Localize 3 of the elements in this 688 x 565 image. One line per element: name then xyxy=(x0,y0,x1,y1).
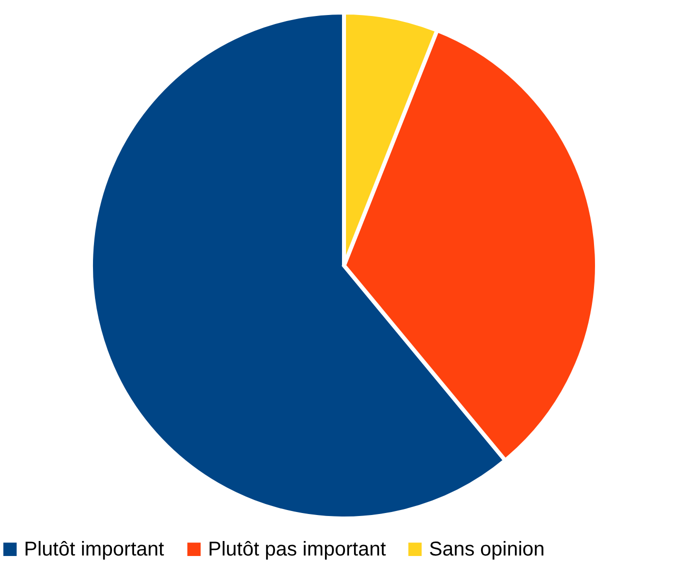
legend-label: Sans opinion xyxy=(429,538,545,560)
legend-label: Plutôt pas important xyxy=(208,538,386,560)
legend-label: Plutôt important xyxy=(24,538,165,560)
